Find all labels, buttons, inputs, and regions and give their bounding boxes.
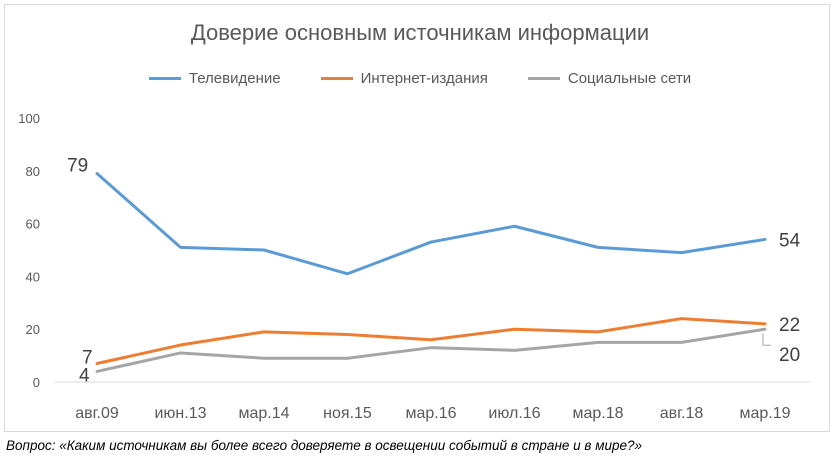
legend-item-internet: Интернет-издания <box>320 70 488 87</box>
x-tick-label: мар.18 <box>572 405 623 422</box>
x-tick-label: мар.16 <box>405 405 456 422</box>
legend-label-tv: Телевидение <box>188 70 281 87</box>
data-label-tv: 79 <box>67 155 88 176</box>
legend-item-tv: Телевидение <box>148 70 281 87</box>
x-tick-label: июн.13 <box>154 405 206 422</box>
y-tick-label: 80 <box>26 164 40 179</box>
data-label-leader-line <box>762 333 771 346</box>
legend-swatch-internet <box>320 77 353 80</box>
data-label-internet: 7 <box>82 348 93 369</box>
y-tick-label: 0 <box>33 375 40 390</box>
x-tick-label: ноя.15 <box>323 405 372 422</box>
series-line-internet <box>95 317 767 366</box>
chart-title: Доверие основным источникам информации <box>190 20 650 45</box>
legend-label-internet: Интернет-издания <box>360 70 488 87</box>
y-tick-label: 20 <box>26 322 40 337</box>
legend-item-social: Социальные сети <box>527 70 692 87</box>
data-label-social: 4 <box>79 365 90 386</box>
chart-legend: Телевидение Интернет-издания Социальные … <box>0 70 840 87</box>
data-label-internet: 22 <box>779 315 800 336</box>
legend-swatch-social <box>527 77 560 80</box>
x-tick-label: авг.09 <box>75 405 119 422</box>
x-tick-label: мар.19 <box>739 405 790 422</box>
x-tick-label: мар.14 <box>238 405 289 422</box>
data-label-social: 20 <box>779 345 800 366</box>
legend-swatch-tv <box>148 77 181 80</box>
series-line-tv <box>95 171 767 276</box>
y-tick-label: 40 <box>26 269 40 284</box>
survey-question: Вопрос: «Каким источникам вы более всего… <box>6 438 642 453</box>
x-tick-label: июл.16 <box>488 405 540 422</box>
data-label-tv: 54 <box>779 230 801 251</box>
y-tick-label: 60 <box>26 217 40 232</box>
series-line-social <box>95 327 767 373</box>
legend-label-social: Социальные сети <box>567 70 692 87</box>
x-tick-label: авг.18 <box>660 405 704 422</box>
y-tick-label: 100 <box>18 111 40 126</box>
